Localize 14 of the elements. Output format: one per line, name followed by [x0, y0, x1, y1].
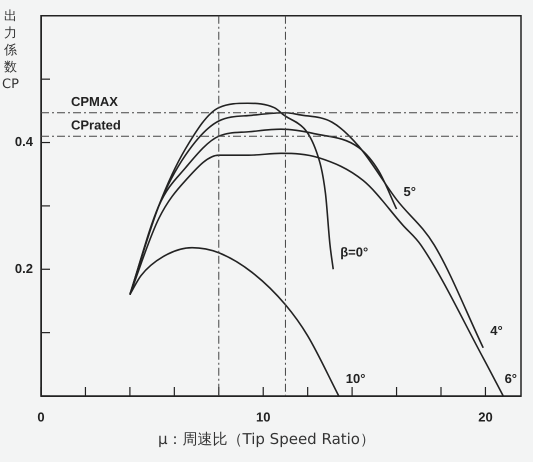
ref-line-label: CPMAX: [71, 94, 118, 109]
x-axis-title: μ：周速比（Tip Speed Ratio）: [156, 430, 376, 449]
x-tick-label: 20: [478, 409, 493, 424]
series-label: 10°: [346, 371, 366, 386]
y-tick-label: 0.4: [14, 134, 34, 150]
ref-line-label: CPrated: [71, 117, 121, 132]
series-label: 5°: [404, 184, 416, 200]
x-tick-label: 10: [256, 409, 270, 424]
y-tick-label: 0.2: [14, 260, 33, 276]
x-tick-label: 0: [37, 409, 45, 424]
series-label: β=0°: [340, 244, 368, 260]
y-axis-title: 出力係数CP: [2, 8, 19, 93]
series-label: 6°: [504, 371, 518, 386]
series-label: 4°: [490, 322, 503, 338]
